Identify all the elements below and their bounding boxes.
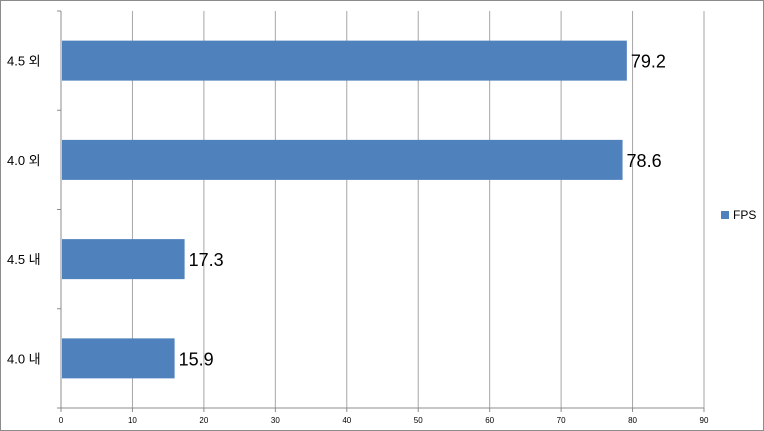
tick-label-x-0: 0 <box>59 416 64 425</box>
tick-label-x-30: 30 <box>271 416 280 425</box>
data-label-2: 17.3 <box>189 250 224 270</box>
category-label-3: 4.0 내 <box>7 351 41 366</box>
category-label-1: 4.0 외 <box>7 153 41 168</box>
category-label-2: 4.5 내 <box>7 252 41 267</box>
data-label-1: 78.6 <box>627 151 662 171</box>
x-ticks: 0 10 20 30 40 50 60 70 80 90 <box>59 408 709 425</box>
bar-2 <box>62 239 185 280</box>
bar-3 <box>62 338 175 379</box>
category-label-0: 4.5 외 <box>7 54 41 69</box>
legend-swatch <box>721 211 729 219</box>
tick-label-x-20: 20 <box>199 416 208 425</box>
bar-0 <box>62 40 627 81</box>
tick-label-x-50: 50 <box>414 416 423 425</box>
bars <box>62 40 627 379</box>
tick-label-x-80: 80 <box>628 416 637 425</box>
legend: FPS <box>721 208 756 222</box>
category-labels: 4.5 외 4.0 외 4.5 내 4.0 내 <box>7 54 41 367</box>
tick-label-x-10: 10 <box>128 416 137 425</box>
data-label-0: 79.2 <box>631 52 666 72</box>
tick-label-x-60: 60 <box>485 416 494 425</box>
tick-label-x-40: 40 <box>342 416 351 425</box>
tick-label-x-70: 70 <box>557 416 566 425</box>
data-labels: 79.2 78.6 17.3 15.9 <box>179 52 666 370</box>
legend-label: FPS <box>733 208 756 222</box>
tick-label-x-90: 90 <box>700 416 709 425</box>
bar-1 <box>62 139 623 180</box>
data-label-3: 15.9 <box>179 349 214 369</box>
axes <box>57 10 704 409</box>
